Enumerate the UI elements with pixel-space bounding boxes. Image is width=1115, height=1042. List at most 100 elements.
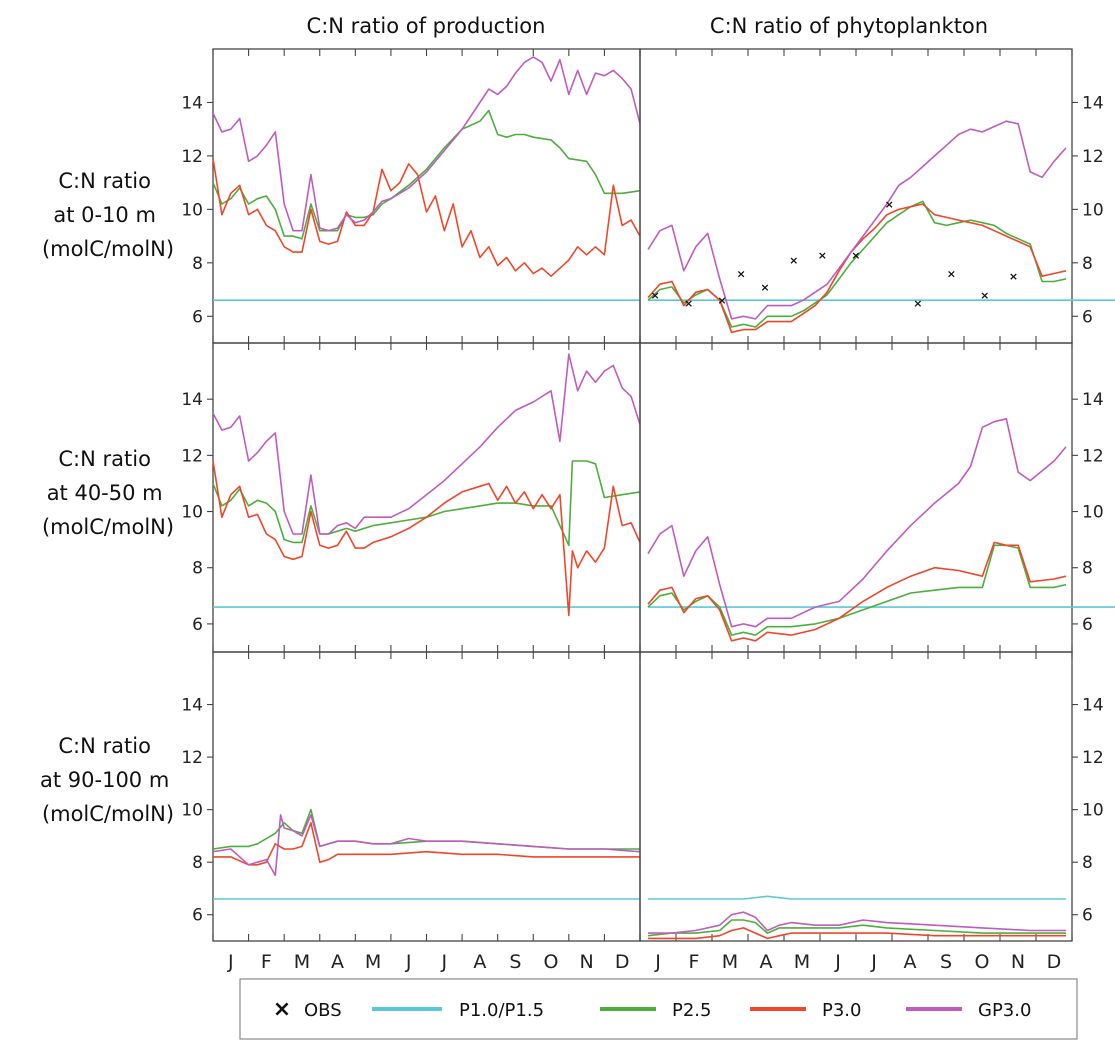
series-line-p3 (648, 927, 1066, 940)
x-tick-label: O (544, 951, 559, 973)
legend-item-p25: P2.5 (600, 1000, 711, 1021)
series-line-p25 (647, 919, 1066, 937)
y-tick-label: 8 (192, 853, 203, 873)
x-tick-label: J (440, 951, 447, 973)
row-label-line: (molC/molN) (42, 802, 174, 826)
x-tick-label: A (331, 951, 344, 973)
y-tick-label: 12 (1082, 147, 1104, 167)
y-tick-label: 8 (1082, 559, 1093, 579)
plot-panels: 6 8 10 12 14 6 8 10 12 14 × × × × × × × × × × × × × 6 8 10 12 14 6 8 1… (181, 48, 1115, 942)
obs-point: × (717, 294, 726, 307)
row-label-deep: C:N ratio at 90-100 m (molC/molN) (40, 734, 176, 826)
col-title-production: C:N ratio of production (307, 14, 546, 38)
series-line-p25 (212, 808, 640, 850)
obs-point: × (684, 297, 693, 310)
x-tick-label: J (227, 951, 234, 973)
obs-point: × (737, 268, 746, 281)
legend-item-p3: P3.0 (750, 1000, 861, 1021)
y-tick-label: 14 (181, 390, 203, 410)
x-tick-label: M (365, 951, 381, 973)
y-tick-label: 10 (1082, 200, 1104, 220)
y-tick-label: 10 (181, 200, 203, 220)
column-titles: C:N ratio of production C:N ratio of phy… (307, 14, 989, 38)
series-line-p25 (212, 109, 641, 240)
y-tick-label: 12 (181, 147, 203, 167)
y-tick-label: 6 (1082, 906, 1093, 926)
x-tick-label: N (1011, 951, 1025, 973)
y-tick-label: 6 (192, 615, 203, 635)
row-label-line: (molC/molN) (42, 515, 174, 539)
obs-point: × (760, 281, 769, 294)
obs-point: × (913, 297, 922, 310)
row-label-line: C:N ratio (58, 734, 151, 758)
series-line-p3 (647, 203, 1067, 334)
legend-label: OBS (304, 1000, 342, 1021)
obs-point: × (885, 198, 894, 211)
x-tick-label: J (870, 951, 877, 973)
series-line-p3 (212, 460, 641, 617)
legend-item-obs: × OBS (273, 997, 342, 1022)
panel-r0-c0: 6 8 10 12 14 (181, 48, 641, 344)
series-line-p3 (213, 822, 640, 866)
x-tick-label: M (722, 951, 738, 973)
x-tick-label: N (580, 951, 594, 973)
y-tick-label: 12 (181, 748, 203, 768)
row-label-line: C:N ratio (58, 447, 151, 471)
series-line-p25 (647, 544, 1067, 636)
series-line-p3 (212, 158, 641, 277)
x-tick-label: O (975, 951, 990, 973)
legend: × OBS P1.0/P1.5 P2.5 P3.0 GP3.0 (239, 978, 1078, 1040)
x-tick-label: F (261, 951, 272, 973)
y-tick-label: 6 (192, 307, 203, 327)
legend-label: P2.5 (672, 1000, 711, 1021)
row-label-mid: C:N ratio at 40-50 m (molC/molN) (42, 447, 174, 539)
y-tick-label: 8 (192, 254, 203, 274)
panel-frame (212, 342, 641, 653)
y-tick-label: 12 (1082, 446, 1104, 466)
legend-label: GP3.0 (978, 1000, 1031, 1021)
series-line-gp3 (648, 911, 1066, 934)
panel-r1-c1: 6 8 10 12 14 (639, 342, 1115, 653)
obs-point: × (818, 249, 827, 262)
series-line-p25 (647, 200, 1067, 328)
row-label-line: (molC/molN) (42, 237, 174, 261)
y-tick-label: 10 (181, 801, 203, 821)
series-line-p3 (647, 541, 1067, 642)
y-tick-label: 8 (192, 559, 203, 579)
series-line-gp3 (212, 56, 641, 232)
y-tick-label: 14 (1082, 93, 1104, 113)
row-label-line: C:N ratio (58, 169, 151, 193)
x-tick-label: A (904, 951, 917, 973)
row-labels: C:N ratio at 0-10 m (molC/molN) C:N rati… (40, 169, 176, 826)
obs-point: × (980, 289, 989, 302)
x-tick-label: S (509, 951, 521, 973)
series-line-p25 (212, 460, 641, 547)
row-label-line: at 90-100 m (40, 768, 169, 792)
y-tick-label: 6 (192, 906, 203, 926)
y-tick-label: 14 (1082, 696, 1104, 716)
y-tick-label: 12 (1082, 748, 1104, 768)
series-line-p1 (648, 895, 1066, 900)
y-tick-label: 8 (1082, 853, 1093, 873)
panel-frame (639, 48, 1073, 344)
legend-item-p1: P1.0/P1.5 (372, 1000, 544, 1021)
row-label-line: at 40-50 m (47, 481, 163, 505)
x-tick-label: D (615, 951, 630, 973)
series-line-gp3 (212, 353, 641, 535)
y-tick-label: 14 (181, 93, 203, 113)
legend-label: P3.0 (822, 1000, 861, 1021)
obs-point: × (947, 268, 956, 281)
row-label-surface: C:N ratio at 0-10 m (molC/molN) (42, 169, 174, 261)
obs-point: × (851, 249, 860, 262)
legend-label: P1.0/P1.5 (459, 1000, 544, 1021)
legend-item-gp3: GP3.0 (906, 1000, 1031, 1021)
legend-marker-obs: × (273, 997, 291, 1022)
obs-point: × (789, 254, 798, 267)
panel-frame (639, 651, 1073, 942)
col-title-phytoplankton: C:N ratio of phytoplankton (710, 14, 988, 38)
x-tick-label: J (654, 951, 661, 973)
x-tick-label: S (940, 951, 952, 973)
y-tick-label: 6 (1082, 615, 1093, 635)
